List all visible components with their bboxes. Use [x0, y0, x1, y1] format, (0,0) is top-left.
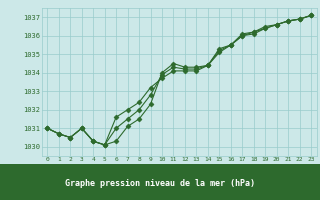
Text: Graphe pression niveau de la mer (hPa): Graphe pression niveau de la mer (hPa) — [65, 179, 255, 188]
